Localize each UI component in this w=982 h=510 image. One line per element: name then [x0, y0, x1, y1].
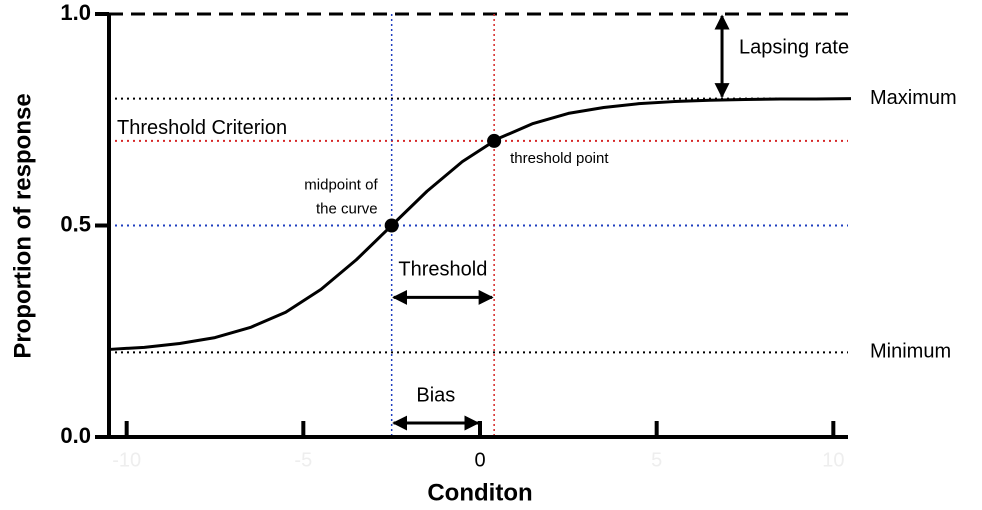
- x-axis-title: Conditon: [427, 479, 532, 506]
- x-tick-label: 5: [651, 449, 662, 471]
- curve: [108, 97, 852, 351]
- arrow-label: Lapsing rate: [739, 37, 849, 59]
- x-tick-label: 10: [822, 449, 844, 471]
- y-tick-label: 0.0: [60, 423, 91, 448]
- y-tick-label: 1.0: [60, 0, 91, 25]
- reference-label: Maximum: [870, 87, 957, 109]
- y-axis-title: Proportion of response: [9, 93, 36, 358]
- x-tick-label: -5: [294, 449, 312, 471]
- point-label: midpoint of: [304, 176, 378, 193]
- key-point: [384, 218, 399, 233]
- y-tick-label: 0.5: [60, 211, 91, 236]
- arrow-label: Threshold: [398, 259, 487, 281]
- reference-label: Threshold Criterion: [117, 117, 287, 139]
- point-label: the curve: [316, 200, 378, 217]
- reference-label: Minimum: [870, 341, 951, 363]
- x-tick-label: -10: [112, 449, 141, 471]
- point-label: threshold point: [510, 150, 609, 167]
- x-tick-label: 0: [474, 449, 485, 471]
- arrow-label: Bias: [416, 384, 455, 406]
- key-point: [487, 133, 502, 148]
